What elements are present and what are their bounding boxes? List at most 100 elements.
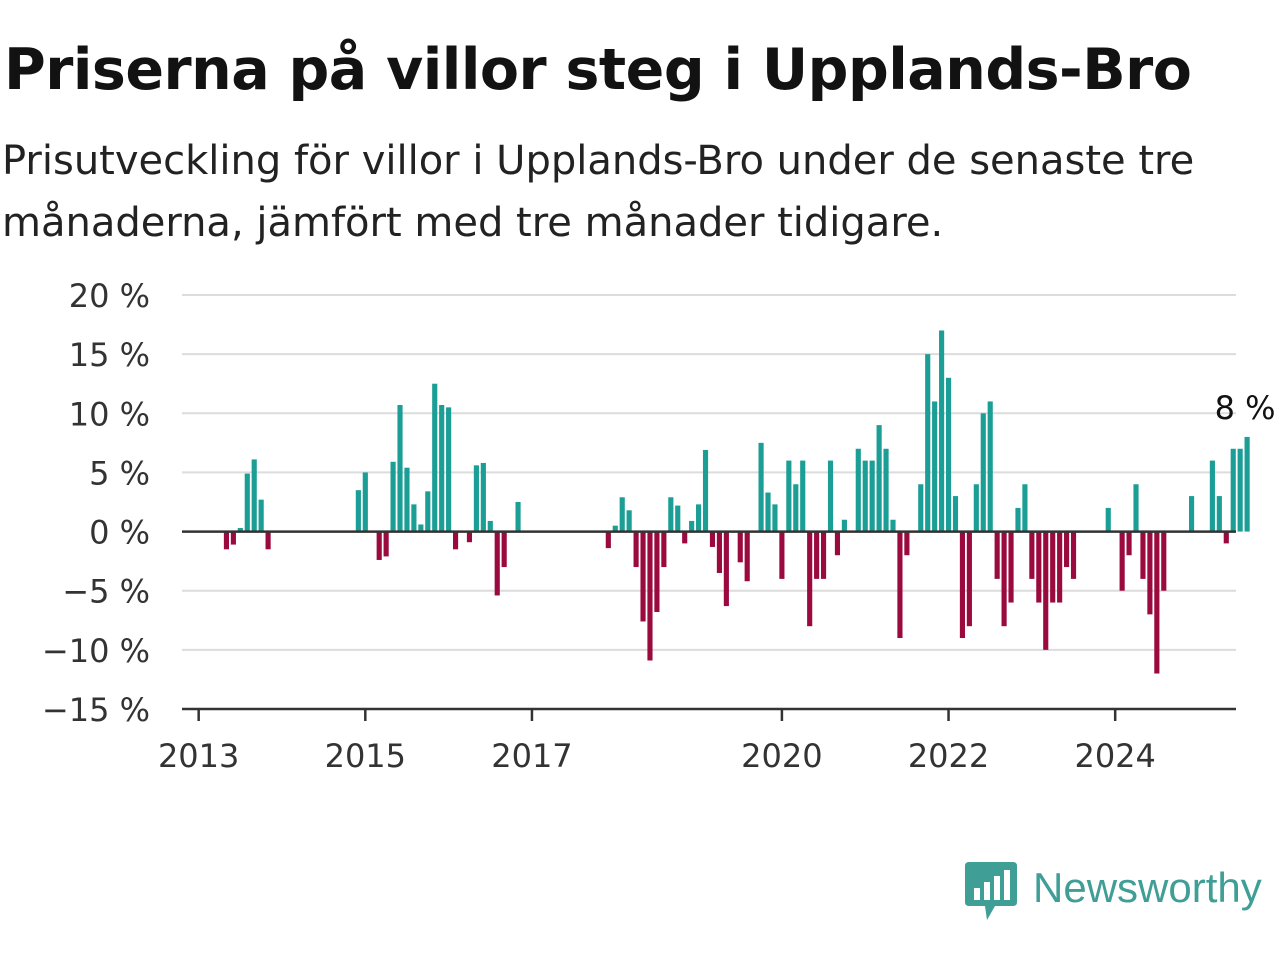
bar	[1216, 496, 1222, 532]
bar	[952, 496, 959, 532]
gridlines	[182, 294, 1236, 710]
bar	[244, 473, 250, 532]
y-tick-label: −15 %	[42, 691, 150, 729]
bar	[786, 460, 792, 532]
y-tick-label: 10 %	[69, 395, 150, 433]
bar	[1105, 507, 1111, 532]
y-tick-label: −10 %	[42, 632, 150, 670]
bar	[432, 383, 438, 532]
bars	[223, 330, 1250, 674]
bar	[932, 401, 938, 532]
bar	[862, 460, 868, 532]
bar	[1064, 531, 1070, 568]
bar	[1119, 531, 1125, 591]
brand-name: Newsworthy	[1033, 864, 1262, 911]
bar	[473, 465, 479, 532]
bar	[494, 531, 500, 596]
bar	[605, 531, 611, 549]
bar	[258, 499, 264, 532]
bar	[1140, 531, 1146, 579]
bar	[1029, 531, 1035, 579]
bar	[633, 531, 639, 568]
bar	[966, 531, 972, 627]
bar	[1036, 531, 1042, 603]
x-tick-label: 2020	[741, 737, 822, 775]
bar	[723, 531, 729, 607]
bar	[362, 472, 368, 532]
bar	[230, 531, 236, 545]
x-tick-label: 2013	[158, 737, 239, 775]
bar	[480, 462, 486, 532]
bar	[758, 442, 764, 532]
bar	[827, 460, 834, 532]
bar	[876, 425, 882, 532]
bar	[1050, 531, 1056, 603]
bar	[689, 520, 695, 532]
bar	[647, 531, 653, 661]
bar	[744, 531, 750, 582]
bar	[411, 504, 417, 532]
x-tick-label: 2022	[908, 737, 989, 775]
bar	[675, 505, 681, 532]
bar	[855, 448, 861, 532]
bar	[834, 531, 841, 556]
bar	[668, 497, 674, 532]
bar	[223, 531, 230, 550]
y-axis-ticks: 20 % 15 % 10 % 5 % 0 % −15 % −10 % −5 %	[42, 277, 150, 729]
x-axis-ticks: 2013 2015 2017 2020 2022 2024	[158, 709, 1156, 775]
last-value-annotation: 8 %	[1215, 389, 1276, 427]
bar	[237, 528, 243, 532]
y-tick-label: 15 %	[69, 336, 150, 374]
bar	[918, 484, 924, 532]
bar	[890, 519, 896, 532]
bar	[487, 520, 493, 532]
y-tick-label: −5 %	[62, 573, 150, 611]
bar	[1022, 484, 1028, 532]
bar	[376, 531, 382, 560]
bar	[1244, 436, 1250, 532]
bar	[772, 504, 778, 532]
bar	[897, 531, 903, 639]
bar	[820, 531, 827, 579]
bar	[439, 405, 445, 532]
bar	[1230, 448, 1236, 532]
bar	[716, 531, 722, 573]
bar	[612, 525, 618, 532]
bar	[390, 461, 396, 532]
bar	[1133, 484, 1139, 532]
bar	[1008, 531, 1014, 603]
bar	[661, 531, 667, 568]
bar	[1237, 448, 1243, 532]
bar	[397, 405, 403, 532]
bar	[925, 354, 931, 532]
bar	[1070, 531, 1077, 579]
bar	[737, 531, 743, 563]
bar	[709, 531, 716, 547]
bar	[869, 460, 875, 532]
bar	[883, 448, 889, 532]
bar	[383, 531, 389, 557]
bar	[501, 531, 507, 568]
chart-subtitle: Prisutveckling för villor i Upplands-Bro…	[2, 138, 1195, 246]
bar	[814, 531, 820, 579]
bar	[1223, 531, 1229, 544]
bar	[779, 531, 785, 579]
x-tick-label: 2024	[1074, 737, 1155, 775]
bar	[466, 531, 473, 543]
bar	[404, 467, 410, 532]
y-tick-label: 0 %	[89, 514, 150, 552]
y-tick-label: 20 %	[69, 277, 150, 315]
bar	[959, 531, 966, 639]
chart-title: Priserna på villor steg i Upplands-Bro	[4, 37, 1192, 103]
bar	[654, 531, 660, 613]
bar	[251, 459, 257, 532]
bar	[987, 401, 993, 532]
bar	[696, 504, 702, 532]
bar	[904, 531, 910, 556]
bar	[418, 524, 424, 532]
bar	[980, 413, 986, 532]
x-tick-label: 2015	[325, 737, 406, 775]
x-tick-label: 2017	[491, 737, 572, 775]
bar	[1001, 531, 1007, 627]
bar	[355, 490, 361, 532]
